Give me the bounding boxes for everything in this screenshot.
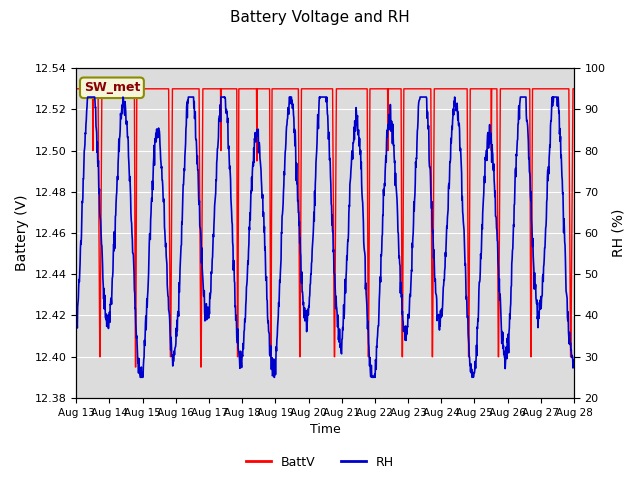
BattV — [467, 86, 475, 92]
Y-axis label: Battery (V): Battery (V) — [15, 195, 29, 271]
RH — [84, 94, 92, 100]
Text: SW_met: SW_met — [84, 81, 140, 94]
RH — [468, 366, 476, 372]
BattV — [570, 86, 578, 92]
RH — [136, 374, 144, 380]
Y-axis label: RH (%): RH (%) — [611, 209, 625, 257]
Line: RH: RH — [76, 97, 574, 377]
RH — [512, 166, 520, 171]
BattV — [184, 86, 191, 92]
RH — [239, 346, 247, 352]
RH — [403, 328, 410, 334]
Line: BattV: BattV — [76, 89, 574, 367]
Text: Battery Voltage and RH: Battery Voltage and RH — [230, 10, 410, 24]
RH — [172, 344, 179, 349]
BattV — [72, 86, 80, 92]
BattV — [239, 86, 247, 92]
BattV — [132, 364, 140, 370]
BattV — [172, 86, 179, 92]
RH — [72, 311, 80, 316]
Legend: BattV, RH: BattV, RH — [241, 451, 399, 474]
BattV — [403, 86, 410, 92]
RH — [184, 97, 191, 103]
BattV — [511, 86, 519, 92]
RH — [570, 357, 578, 363]
X-axis label: Time: Time — [310, 423, 340, 436]
